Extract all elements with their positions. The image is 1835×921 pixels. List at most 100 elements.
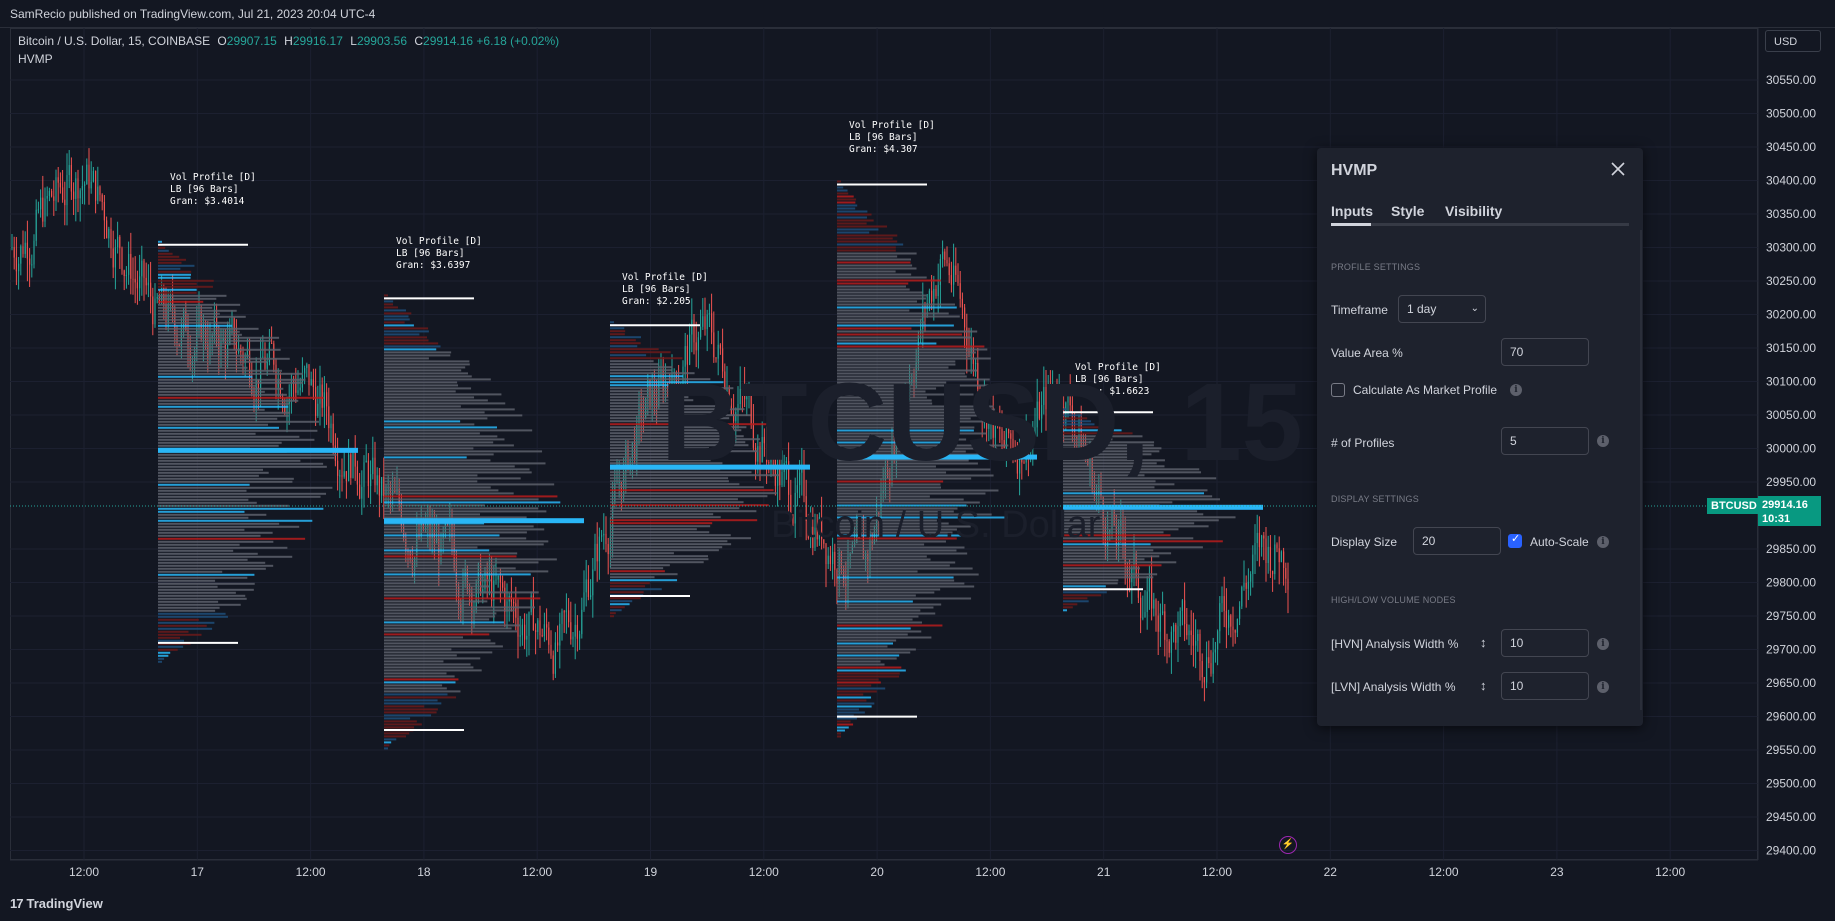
profile-bar bbox=[610, 459, 711, 462]
value-area-input[interactable] bbox=[1501, 338, 1589, 366]
tradingview-logo[interactable]: 17 TradingView bbox=[10, 896, 103, 911]
profile-bar bbox=[158, 567, 266, 570]
profile-bar bbox=[384, 579, 491, 582]
profile-bar bbox=[1063, 540, 1223, 543]
candle-body bbox=[1137, 576, 1139, 598]
lvn-width-input[interactable] bbox=[1501, 672, 1589, 700]
tab-style[interactable]: Style bbox=[1391, 203, 1425, 219]
profile-bar bbox=[837, 675, 900, 678]
profile-bar bbox=[158, 246, 166, 249]
indicator-name[interactable]: HVMP bbox=[18, 52, 53, 66]
profile-bar bbox=[1063, 531, 1164, 534]
profile-bar bbox=[610, 525, 711, 528]
profile-bar bbox=[384, 444, 514, 447]
candle-body bbox=[271, 343, 273, 345]
profile-bar bbox=[158, 525, 300, 528]
profile-bar bbox=[837, 192, 849, 195]
profile-bar bbox=[610, 585, 646, 588]
candle-body bbox=[541, 635, 543, 637]
profile-bar bbox=[837, 411, 986, 414]
profile-bar bbox=[158, 576, 248, 579]
close-icon[interactable] bbox=[1607, 158, 1629, 180]
profile-bar bbox=[384, 654, 457, 657]
display-size-input[interactable] bbox=[1413, 527, 1501, 555]
profile-bar bbox=[1063, 483, 1175, 486]
profile-bar bbox=[837, 342, 937, 345]
candle-body bbox=[592, 569, 594, 596]
profile-bar bbox=[837, 582, 965, 585]
candle-body bbox=[141, 260, 143, 277]
candle-body bbox=[513, 601, 515, 604]
info-icon[interactable]: i bbox=[1510, 384, 1522, 396]
candle-body bbox=[550, 644, 552, 656]
profile-bar bbox=[1063, 465, 1165, 468]
candle-body bbox=[988, 422, 990, 429]
profile-bar bbox=[837, 378, 990, 381]
profile-bar bbox=[610, 480, 729, 483]
profile-bar bbox=[837, 585, 975, 588]
candle-body bbox=[244, 357, 246, 363]
profile-bar bbox=[158, 570, 223, 573]
profile-bar bbox=[384, 585, 490, 588]
profile-bar bbox=[158, 453, 337, 456]
profile-bar bbox=[837, 552, 968, 555]
hvn-width-input[interactable] bbox=[1501, 629, 1589, 657]
candle-body bbox=[570, 622, 572, 640]
profile-bar bbox=[837, 591, 935, 594]
profile-bar bbox=[1063, 492, 1205, 495]
candle-body bbox=[750, 393, 752, 425]
profile-bar bbox=[1063, 549, 1154, 552]
profile-bar bbox=[158, 360, 267, 363]
panel-scrollbar[interactable] bbox=[1640, 230, 1642, 710]
profile-bar bbox=[384, 531, 527, 534]
candle-body bbox=[735, 412, 737, 422]
profile-bar bbox=[384, 456, 467, 459]
candle-body bbox=[814, 527, 816, 548]
candle-body bbox=[378, 475, 380, 496]
market-profile-checkbox[interactable] bbox=[1331, 383, 1345, 397]
profile-bar bbox=[384, 360, 470, 363]
timeframe-select[interactable]: 1 day ⌄ bbox=[1398, 295, 1486, 323]
profile-bar bbox=[837, 435, 948, 438]
profile-bar bbox=[610, 357, 683, 360]
profile-bar bbox=[837, 387, 937, 390]
time-tick: 21 bbox=[1097, 865, 1111, 879]
profile-bar bbox=[158, 585, 218, 588]
info-icon[interactable]: i bbox=[1597, 681, 1609, 693]
symbol-name[interactable]: Bitcoin / U.S. Dollar, 15, COINBASE bbox=[18, 34, 211, 48]
profile-bar bbox=[158, 429, 318, 432]
profile-bar bbox=[837, 315, 960, 318]
candle-body bbox=[1287, 578, 1289, 590]
profile-bar bbox=[384, 501, 561, 504]
candle-body bbox=[376, 475, 378, 486]
candle-body bbox=[125, 274, 127, 277]
profile-bar bbox=[158, 549, 234, 552]
currency-button[interactable]: USD bbox=[1765, 30, 1821, 52]
auto-scale-checkbox[interactable] bbox=[1508, 532, 1522, 548]
tab-inputs[interactable]: Inputs bbox=[1331, 203, 1373, 226]
info-icon[interactable]: i bbox=[1597, 638, 1609, 650]
profiles-count-input[interactable] bbox=[1501, 427, 1589, 455]
lightning-icon[interactable]: ⚡ bbox=[1279, 836, 1297, 854]
tab-visibility[interactable]: Visibility bbox=[1445, 203, 1503, 219]
profile-bar bbox=[1063, 537, 1194, 540]
value-area-label: Value Area % bbox=[1331, 346, 1403, 360]
candle-body bbox=[519, 635, 521, 637]
profile-bar bbox=[610, 549, 719, 552]
price-tick: 29850.00 bbox=[1766, 542, 1816, 556]
candle-body bbox=[55, 177, 57, 201]
candle-body bbox=[1252, 554, 1254, 575]
candle-body bbox=[310, 379, 312, 386]
candle-body bbox=[785, 461, 787, 464]
profile-bar bbox=[384, 615, 496, 618]
candle-body bbox=[618, 481, 620, 483]
candle-body bbox=[713, 332, 715, 358]
candle-body bbox=[136, 282, 138, 289]
profile-bar bbox=[384, 684, 443, 687]
profile-bar bbox=[837, 615, 919, 618]
candle-body bbox=[348, 454, 350, 482]
candle-body bbox=[948, 263, 950, 276]
info-icon[interactable]: i bbox=[1597, 536, 1609, 548]
candle-body bbox=[273, 343, 275, 365]
info-icon[interactable]: i bbox=[1597, 435, 1609, 447]
